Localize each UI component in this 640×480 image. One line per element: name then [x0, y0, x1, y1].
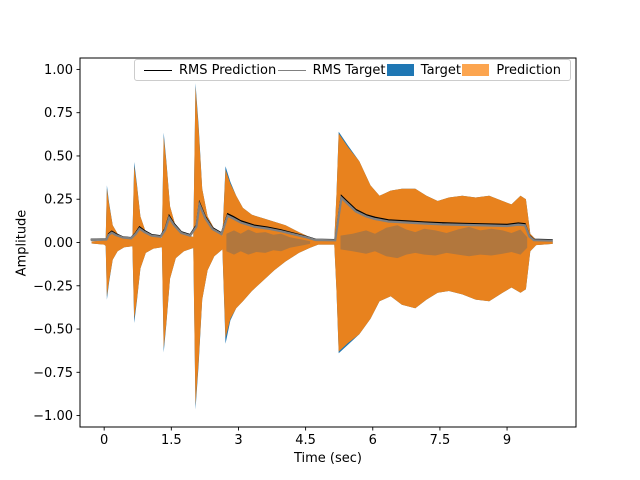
y-axis-label: Amplitude: [14, 209, 30, 277]
y-tick-label: −0.50: [33, 323, 73, 338]
legend-patch-sample: [462, 64, 490, 76]
y-tick-label: 1.00: [44, 63, 73, 78]
x-tick-label: 1.5: [161, 433, 182, 448]
x-tick-label: 7.5: [430, 433, 451, 448]
legend-item-label: RMS Prediction: [179, 62, 277, 78]
y-tick-label: 0.00: [44, 236, 73, 251]
legend: RMS Prediction RMS Target Target Prediction: [134, 59, 571, 81]
y-tick-label: 0.50: [44, 149, 73, 164]
y-tick-label: −0.25: [33, 279, 73, 294]
legend-item: Target: [386, 62, 462, 78]
overlap-band-fill: [340, 225, 528, 259]
legend-item-label: Prediction: [496, 62, 561, 78]
legend-item: RMS Prediction: [144, 63, 276, 78]
x-axis-label: Time (sec): [293, 451, 362, 466]
legend-item: Prediction: [462, 63, 561, 78]
x-tick-label: 9: [503, 433, 511, 448]
x-tick-label: 0: [100, 433, 108, 448]
y-tick-label: −0.75: [33, 366, 73, 381]
legend-patch-sample: [386, 64, 414, 76]
y-tick-label: −1.00: [33, 409, 73, 424]
legend-line-sample: [144, 69, 172, 71]
x-tick-label: 6: [369, 433, 377, 448]
legend-line-sample: [277, 69, 306, 71]
y-tick-label: 0.75: [44, 106, 73, 121]
x-tick-label: 3: [234, 433, 242, 448]
axis-ticks: 0 1.5 3 4.5 6 7.5 9 1.00 0.75 0.50 0.25 0.00 −0.25 −0…: [33, 63, 511, 448]
y-tick-label: 0.25: [44, 193, 73, 208]
plot-area: [90, 83, 553, 410]
overlap-band-fill: [226, 229, 311, 255]
legend-item-label: RMS Target: [312, 62, 386, 78]
legend-item-label: Target: [420, 62, 462, 78]
rms-prediction-line: [90, 194, 553, 241]
legend-item: RMS Target: [277, 62, 386, 78]
rms-target-line: [90, 195, 553, 242]
x-tick-label: 4.5: [295, 433, 316, 448]
